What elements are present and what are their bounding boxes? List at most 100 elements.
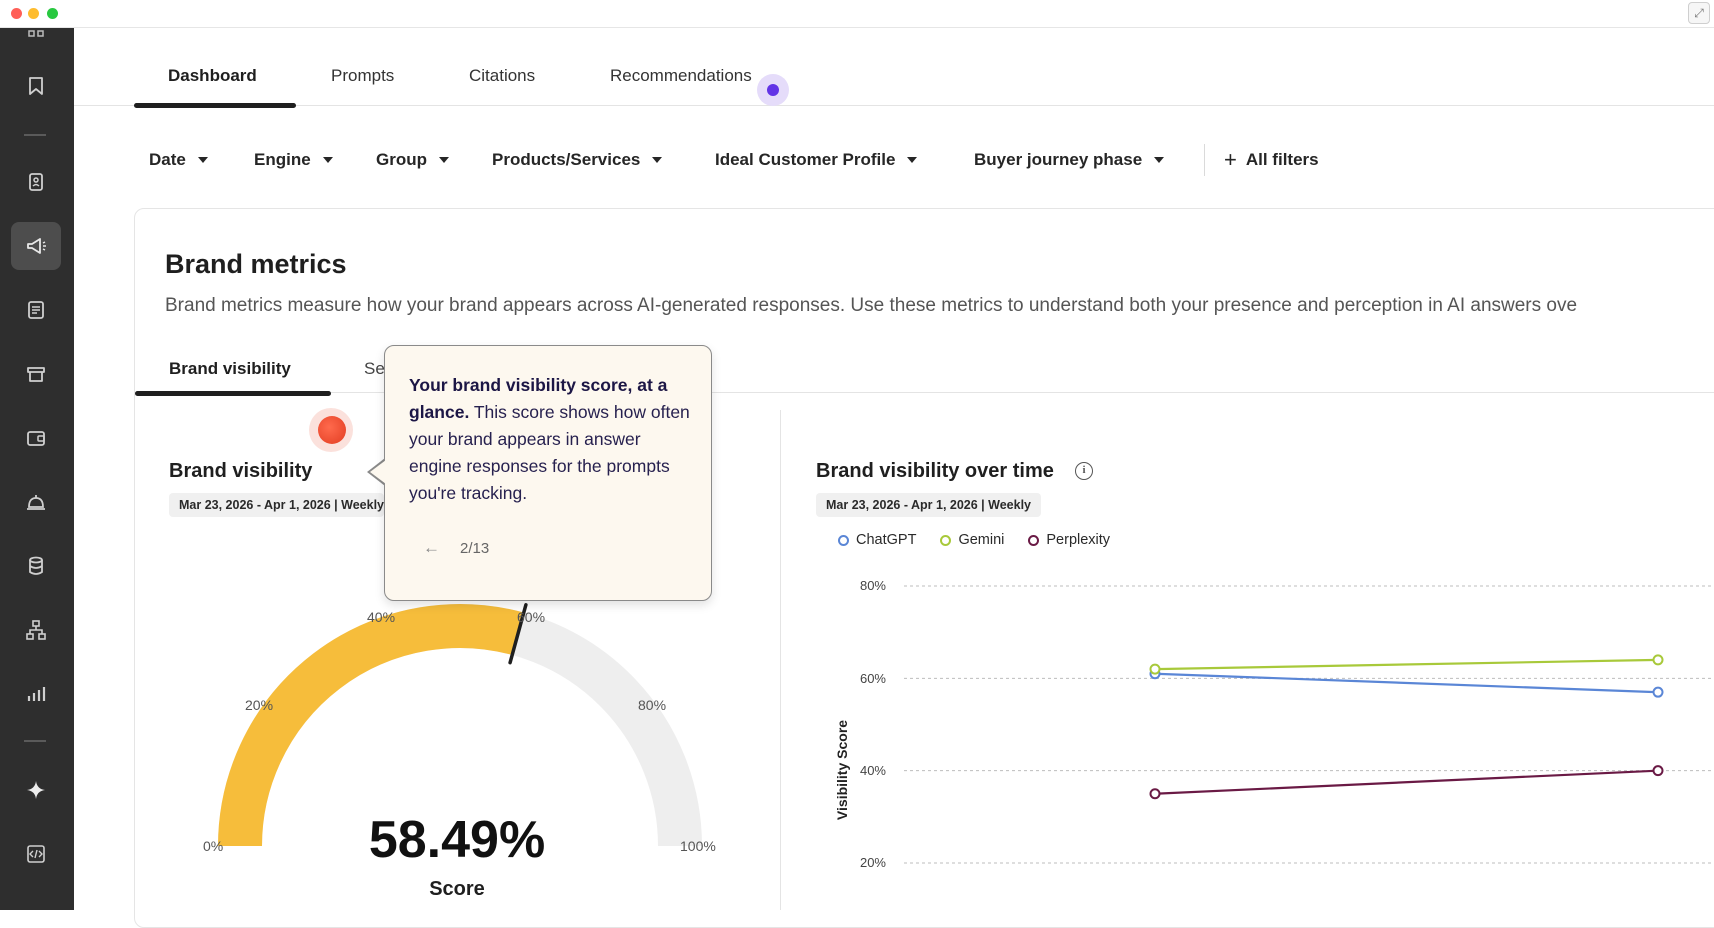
service-bell-icon [27, 495, 45, 510]
filter-label: Engine [254, 150, 311, 169]
filter-products-services[interactable]: Products/Services [492, 140, 663, 180]
info-icon[interactable]: i [1075, 462, 1093, 480]
legend-label: ChatGPT [856, 532, 917, 548]
sidebar-item-data[interactable] [11, 542, 61, 590]
tab-prompts[interactable]: Prompts [331, 66, 395, 85]
tab-citations[interactable]: Citations [469, 66, 536, 85]
sidebar-item-service[interactable] [11, 478, 61, 526]
chevron-down-icon [1154, 157, 1165, 163]
gauge-tick-label: 80% [638, 697, 667, 713]
filter-buyer-journey-phase[interactable]: Buyer journey phase [974, 140, 1165, 180]
data-point-perplexity[interactable] [1652, 765, 1664, 777]
legend-label: Perplexity [1046, 532, 1111, 548]
gauge-tick-label: 40% [367, 609, 396, 625]
legend-item-perplexity[interactable]: Perplexity [1028, 532, 1110, 548]
subtab-brand-visibility[interactable]: Brand visibility [169, 359, 291, 378]
sidebar-item-marketing[interactable] [11, 222, 61, 270]
visibility-score-label: Score [429, 878, 485, 900]
filter-engine[interactable]: Engine [254, 140, 333, 180]
window-titlebar: ⤢ [0, 0, 1714, 28]
sidebar-separator [24, 134, 46, 136]
onboarding-tooltip: Your brand visibility score, at a glance… [384, 345, 712, 601]
sidebar-item-grid[interactable] [11, 14, 61, 62]
tooltip-body: Your brand visibility score, at a glance… [409, 372, 691, 507]
store-icon [27, 367, 45, 382]
grid-icon [28, 30, 44, 37]
filter-label: Date [149, 150, 186, 169]
trend-date-range: Mar 23, 2026 - Apr 1, 2026 | Weekly [816, 493, 1042, 517]
filter-bar: Date Engine Group Products/Services Idea… [74, 140, 1714, 180]
chevron-down-icon [322, 157, 333, 163]
sidebar-item-bookmarks[interactable] [11, 62, 61, 110]
sidebar-item-commerce[interactable] [11, 350, 61, 398]
sidebar-item-ai[interactable] [11, 766, 61, 814]
visibility-score-value: 58.49% [368, 811, 546, 869]
report-icon [28, 301, 44, 319]
filter-date[interactable]: Date [149, 140, 208, 180]
legend-marker [1028, 534, 1040, 546]
tooltip-step-counter: 2/13 [460, 539, 490, 557]
top-tabs: Dashboard Prompts Citations Recommendati… [74, 28, 1714, 108]
code-icon [27, 845, 45, 863]
data-point-perplexity[interactable] [1149, 788, 1161, 800]
tab-dashboard[interactable]: Dashboard [168, 66, 257, 85]
subtab-sentiment[interactable]: Se [364, 359, 385, 378]
previous-step-arrow-icon[interactable]: ← [423, 538, 440, 557]
series-line-chatgpt [1154, 672, 1659, 694]
filter-ideal-customer-profile[interactable]: Ideal Customer Profile [715, 140, 918, 180]
zoom-window-button[interactable] [47, 8, 58, 19]
sidebar-item-reports[interactable] [11, 286, 61, 334]
tab-recommendations[interactable]: Recommendations [610, 66, 752, 85]
all-filters-label: All filters [1245, 150, 1319, 169]
close-window-button[interactable] [11, 8, 22, 19]
chevron-down-icon [197, 157, 208, 163]
data-point-gemini[interactable] [1149, 663, 1161, 675]
tooltip-pointer-fill [370, 460, 386, 484]
sidebar-item-structure[interactable] [11, 606, 61, 654]
sidebar-item-payments[interactable] [11, 414, 61, 462]
tooltip-heading: Your brand visibility score, at a glance… [409, 375, 668, 422]
tooltip-pager: ← 2/13 [423, 538, 489, 558]
y-tick-label: 60% [859, 671, 886, 686]
tour-beacon[interactable] [318, 416, 346, 444]
y-tick-label: 40% [859, 763, 886, 778]
chevron-down-icon [652, 157, 663, 163]
visibility-date-range: Mar 23, 2026 - Apr 1, 2026 | Weekly [169, 493, 384, 517]
filter-label: Group [376, 150, 427, 169]
sidebar-item-developer[interactable] [11, 830, 61, 878]
gauge-tick-label: 60% [517, 609, 546, 625]
wallet-icon [27, 431, 45, 446]
recommendations-beacon[interactable] [767, 84, 779, 96]
filter-divider [1204, 144, 1205, 176]
fullscreen-icon[interactable]: ⤢ [1688, 2, 1710, 24]
sidebar [0, 28, 74, 910]
metric-subtabs: Brand visibility Se [135, 339, 1714, 396]
gauge-tick-label: 0% [203, 838, 224, 854]
visibility-over-time-title: Brand visibility over time [816, 460, 1054, 482]
y-tick-label: 80% [859, 578, 886, 593]
sidebar-item-contacts[interactable] [11, 158, 61, 206]
legend-item-chatgpt[interactable]: ChatGPT [838, 532, 916, 548]
legend-item-gemini[interactable]: Gemini [940, 532, 1004, 548]
all-filters-button[interactable]: + All filters [1224, 140, 1319, 180]
chart-legend: ChatGPT Gemini Perplexity [838, 532, 1134, 548]
gauge-tick-label: 20% [245, 697, 274, 713]
card-description: Brand metrics measure how your brand app… [165, 295, 1578, 316]
visibility-gauge [218, 603, 702, 847]
data-point-gemini[interactable] [1652, 654, 1664, 666]
data-point-chatgpt[interactable] [1652, 686, 1664, 698]
sidebar-item-analytics[interactable] [11, 670, 61, 718]
filter-group[interactable]: Group [376, 140, 449, 180]
filter-label: Ideal Customer Profile [715, 150, 896, 169]
megaphone-icon [27, 238, 46, 254]
contacts-icon [29, 173, 43, 191]
sidebar-separator [24, 740, 46, 742]
tooltip-text: This score shows how often your brand ap… [409, 402, 690, 503]
filter-label: Products/Services [492, 150, 641, 169]
chevron-down-icon [439, 157, 449, 163]
active-tab-indicator [134, 103, 296, 108]
panel-divider [780, 410, 781, 910]
minimize-window-button[interactable] [28, 8, 39, 19]
series-line-gemini [1154, 658, 1659, 671]
